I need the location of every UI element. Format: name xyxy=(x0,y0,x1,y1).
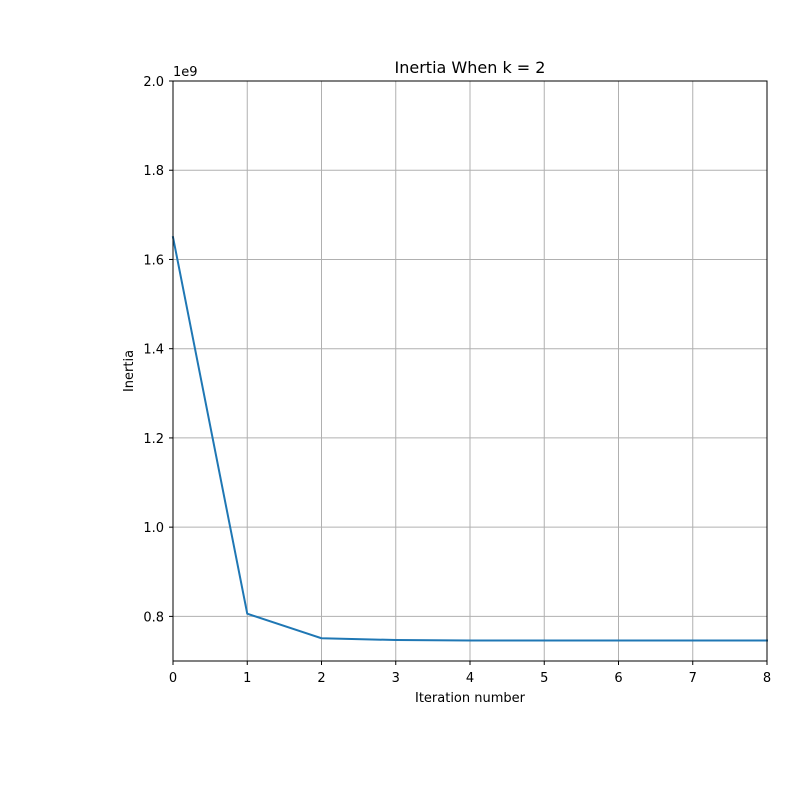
y-axis-ticks: 0.8 1.0 1.2 1.4 1.6 1.8 2.0 xyxy=(143,75,173,625)
y-tick-label: 0.8 xyxy=(143,610,164,625)
y-tick-label: 2.0 xyxy=(143,75,164,90)
grid xyxy=(172,80,768,661)
x-tick-label: 1 xyxy=(243,671,251,686)
x-tick-label: 4 xyxy=(466,671,474,686)
y-tick-label: 1.0 xyxy=(143,521,164,536)
x-tick-label: 7 xyxy=(689,671,697,686)
x-tick-label: 2 xyxy=(317,671,325,686)
x-tick-label: 3 xyxy=(392,671,400,686)
x-tick-label: 8 xyxy=(763,671,771,686)
y-tick-label: 1.8 xyxy=(143,164,164,179)
y-axis-offset-label: 1e9 xyxy=(173,65,198,80)
y-tick-label: 1.6 xyxy=(143,253,164,268)
y-tick-label: 1.2 xyxy=(143,432,164,447)
x-tick-label: 0 xyxy=(169,671,177,686)
y-axis-label: Inertia xyxy=(122,350,137,392)
y-tick-label: 1.4 xyxy=(143,343,164,358)
x-axis-ticks: 0 1 2 3 4 5 6 7 8 xyxy=(169,661,771,686)
series-line xyxy=(171,235,768,642)
x-axis-label: Iteration number xyxy=(415,691,526,706)
series-layer xyxy=(171,235,768,642)
chart-title: Inertia When k = 2 xyxy=(395,58,546,77)
x-tick-label: 6 xyxy=(614,671,622,686)
x-tick-label: 5 xyxy=(540,671,548,686)
